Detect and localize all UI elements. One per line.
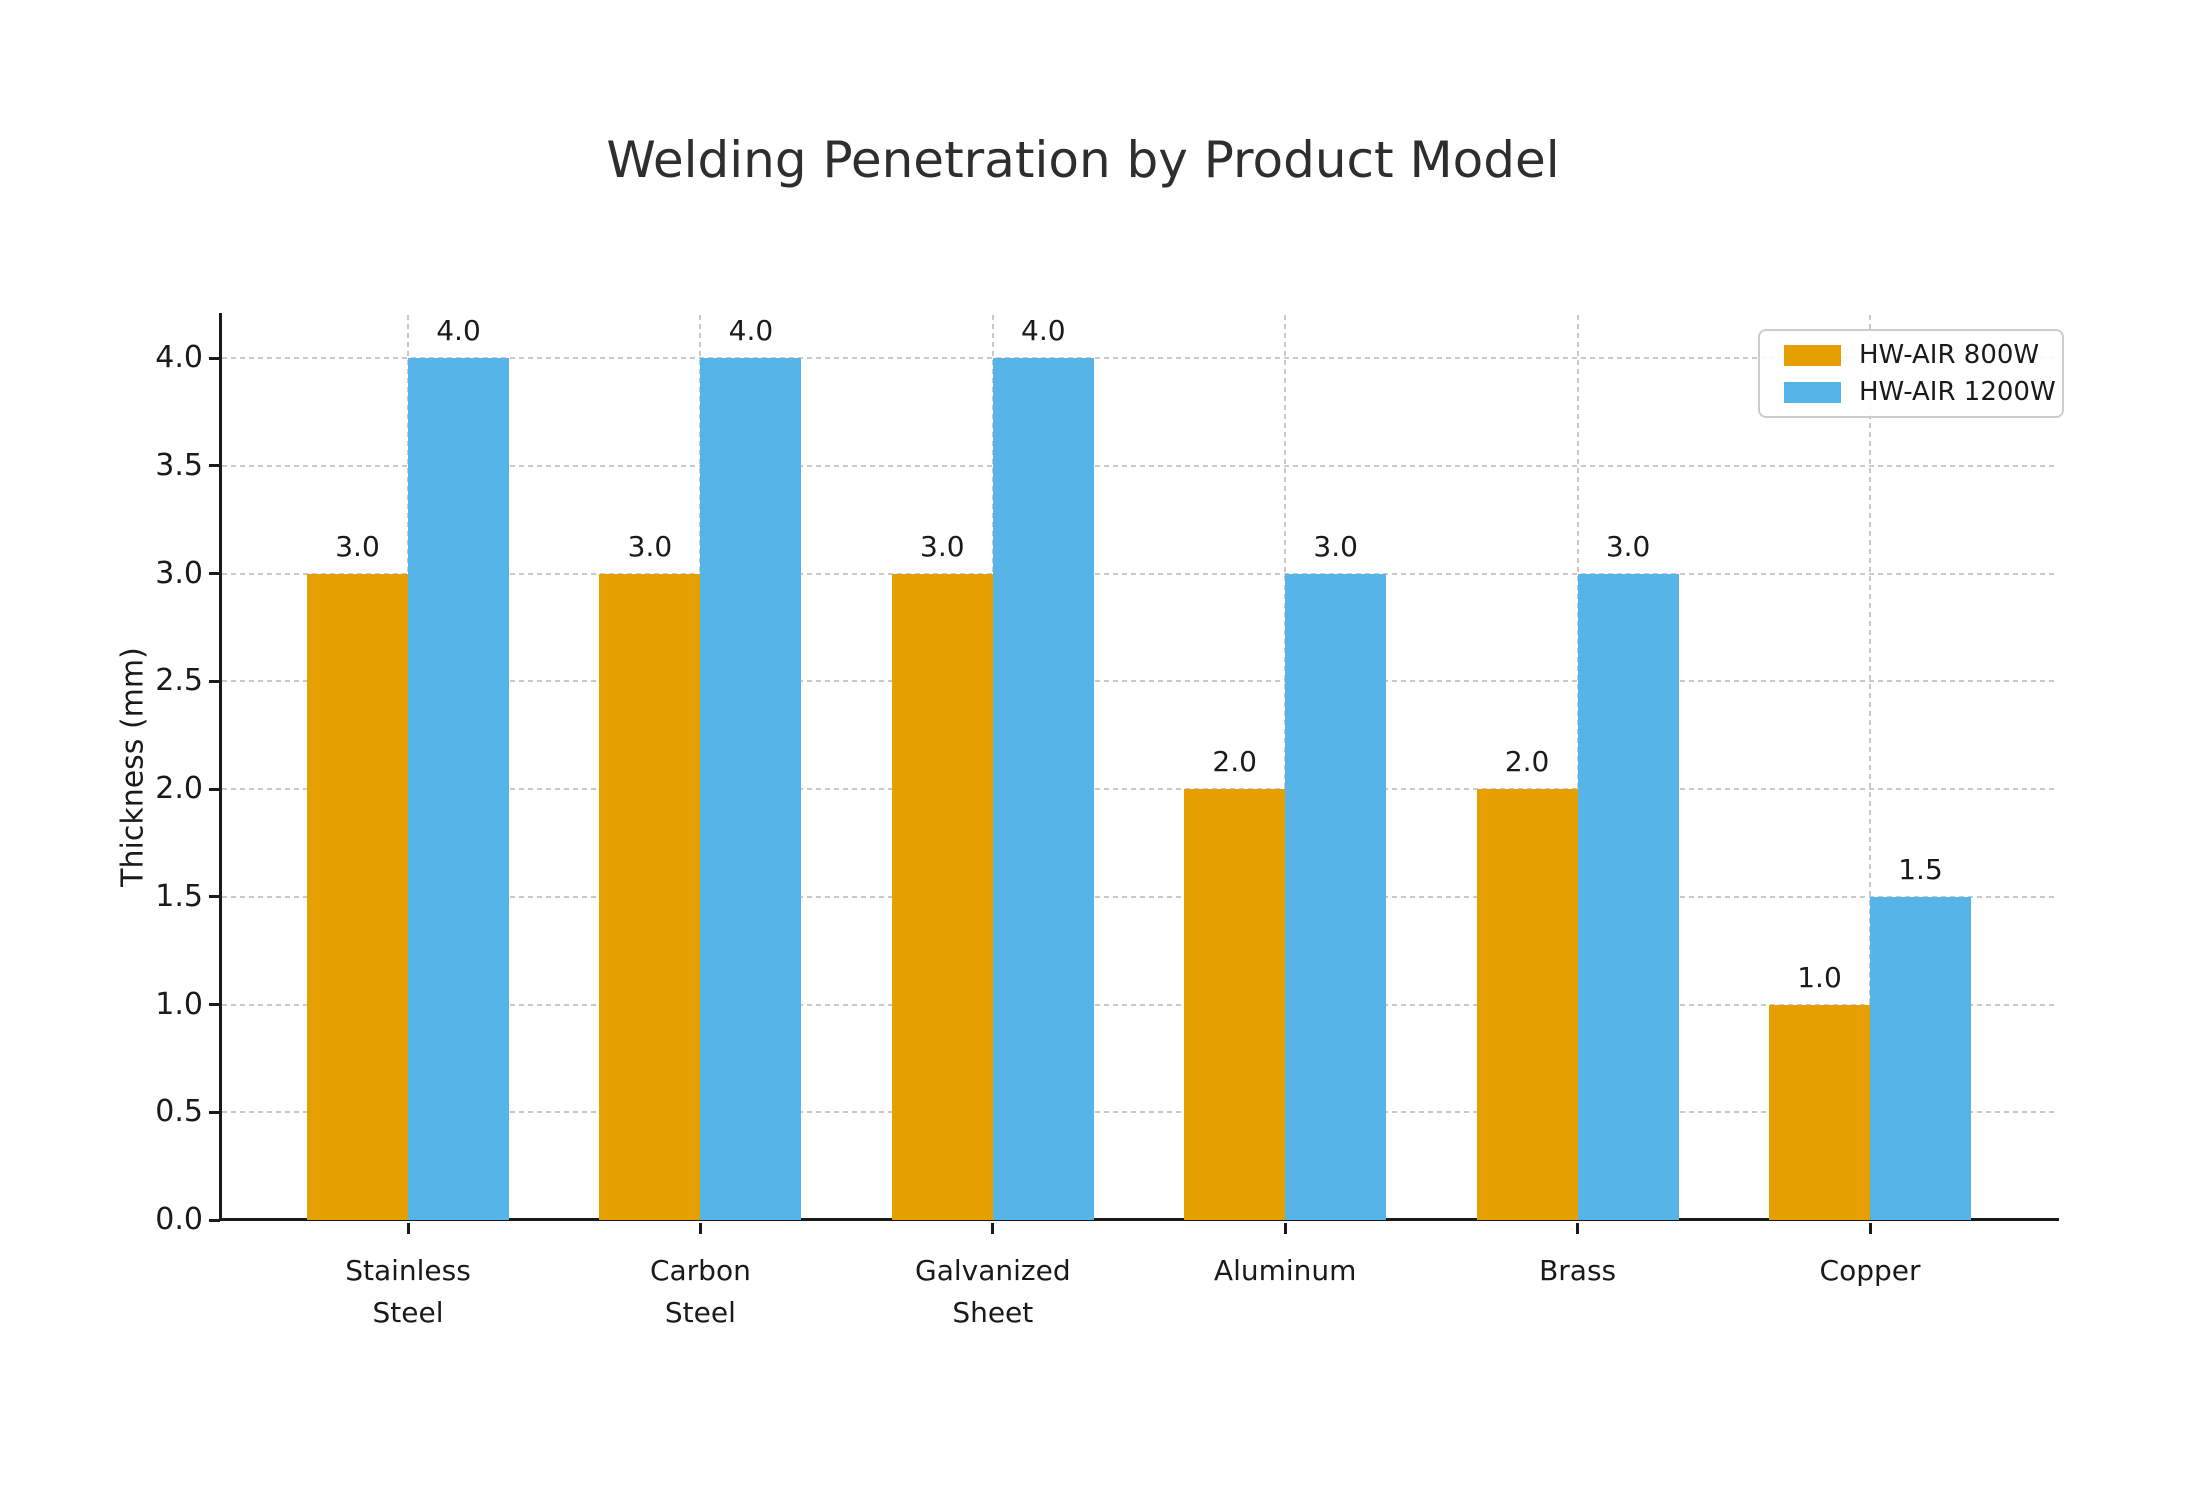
y-tick-mark xyxy=(209,787,220,791)
legend-swatch xyxy=(1784,381,1841,403)
legend-label: HW-AIR 800W xyxy=(1859,340,2040,370)
bar-hw-air-1200w xyxy=(408,358,509,1220)
legend: HW-AIR 800W HW-AIR 1200W xyxy=(1758,329,2064,418)
bar-value-label: 4.0 xyxy=(436,314,481,348)
y-tick-mark xyxy=(209,464,220,468)
y-tick-mark xyxy=(209,1110,220,1114)
bar-value-label: 4.0 xyxy=(728,314,774,348)
x-category-label: Galvanized xyxy=(915,1254,1071,1287)
horizontal-gridline xyxy=(222,1003,2056,1006)
y-tick-label: 0.0 xyxy=(155,1202,203,1237)
y-tick-label: 0.5 xyxy=(155,1094,203,1130)
bar-hw-air-1200w xyxy=(700,358,802,1220)
y-axis-spine xyxy=(219,313,222,1220)
y-tick-label: 1.5 xyxy=(155,878,203,914)
bar-hw-air-800w xyxy=(307,573,408,1220)
vertical-gridline xyxy=(1869,315,1871,1220)
bar-value-label: 3.0 xyxy=(1313,529,1358,563)
y-tick-mark xyxy=(209,1218,220,1222)
legend-swatch xyxy=(1784,344,1841,366)
bar-hw-air-1200w xyxy=(992,358,1094,1220)
bar-hw-air-800w xyxy=(891,573,993,1220)
legend-item: HW-AIR 1200W xyxy=(1760,377,2062,407)
x-category-label: Brass xyxy=(1539,1254,1617,1287)
y-tick-label: 1.0 xyxy=(155,986,203,1022)
x-category-label: Steel xyxy=(664,1296,736,1329)
x-category-label: Steel xyxy=(372,1296,444,1329)
x-tick-mark xyxy=(698,1223,702,1234)
bar-value-label: 2.0 xyxy=(1212,745,1257,779)
plot-area: 3.0 3.0 3.0 2.0 2.0 1.0 4.0 4.0 4.0 3.0 3.0 1.5 Stai… xyxy=(222,314,2056,1329)
y-tick-mark xyxy=(209,1003,220,1007)
bar-value-label: 1.0 xyxy=(1797,960,1842,994)
y-tick-mark xyxy=(209,895,220,899)
bar-hw-air-1200w xyxy=(1577,573,1679,1220)
bar-value-label: 3.0 xyxy=(335,529,380,563)
x-tick-mark xyxy=(1576,1223,1580,1234)
bar-value-label: 1.5 xyxy=(1898,852,1943,886)
x-tick-mark xyxy=(1283,1223,1287,1234)
horizontal-gridline xyxy=(222,464,2056,467)
horizontal-gridline xyxy=(222,357,2056,360)
horizontal-gridline xyxy=(222,788,2056,791)
x-tick-mark xyxy=(406,1223,410,1234)
y-tick-label: 4.0 xyxy=(155,340,203,376)
bar-value-label: 3.0 xyxy=(627,529,673,563)
x-tick-mark xyxy=(991,1223,995,1234)
bar-value-label: 2.0 xyxy=(1504,745,1550,779)
bar-hw-air-800w xyxy=(599,573,701,1220)
y-tick-label: 3.0 xyxy=(155,555,203,591)
x-category-label: Stainless xyxy=(345,1254,471,1287)
bar-hw-air-1200w xyxy=(1285,573,1387,1220)
bar-hw-air-800w xyxy=(1476,789,1578,1220)
bar-value-label: 4.0 xyxy=(1021,314,1066,348)
x-category-label: Aluminum xyxy=(1213,1254,1357,1287)
y-tick-label: 2.0 xyxy=(155,771,203,807)
y-tick-mark xyxy=(209,679,220,683)
bar-hw-air-800w xyxy=(1769,1004,1870,1220)
y-tick-mark xyxy=(209,572,220,576)
y-tick-label: 3.5 xyxy=(155,447,203,483)
x-category-label: Sheet xyxy=(952,1296,1034,1329)
x-category-label: Carbon xyxy=(649,1254,751,1287)
x-axis-spine xyxy=(219,1218,2059,1221)
bar-value-label: 3.0 xyxy=(1605,529,1651,563)
horizontal-gridline xyxy=(222,572,2056,575)
horizontal-gridline xyxy=(222,1111,2056,1114)
horizontal-gridline xyxy=(222,680,2056,683)
chart-title: Welding Penetration by Product Model xyxy=(606,131,1560,189)
x-tick-mark xyxy=(1868,1223,1872,1234)
legend-label: HW-AIR 1200W xyxy=(1859,377,2056,407)
bar-value-label: 3.0 xyxy=(920,529,965,563)
bar-hw-air-1200w xyxy=(1870,896,1971,1220)
x-category-label: Copper xyxy=(1819,1254,1921,1287)
legend-item: HW-AIR 800W xyxy=(1760,340,2062,370)
y-tick-label: 2.5 xyxy=(155,663,203,699)
horizontal-gridline xyxy=(222,895,2056,898)
bar-hw-air-800w xyxy=(1184,789,1286,1220)
y-tick-mark xyxy=(209,356,220,360)
